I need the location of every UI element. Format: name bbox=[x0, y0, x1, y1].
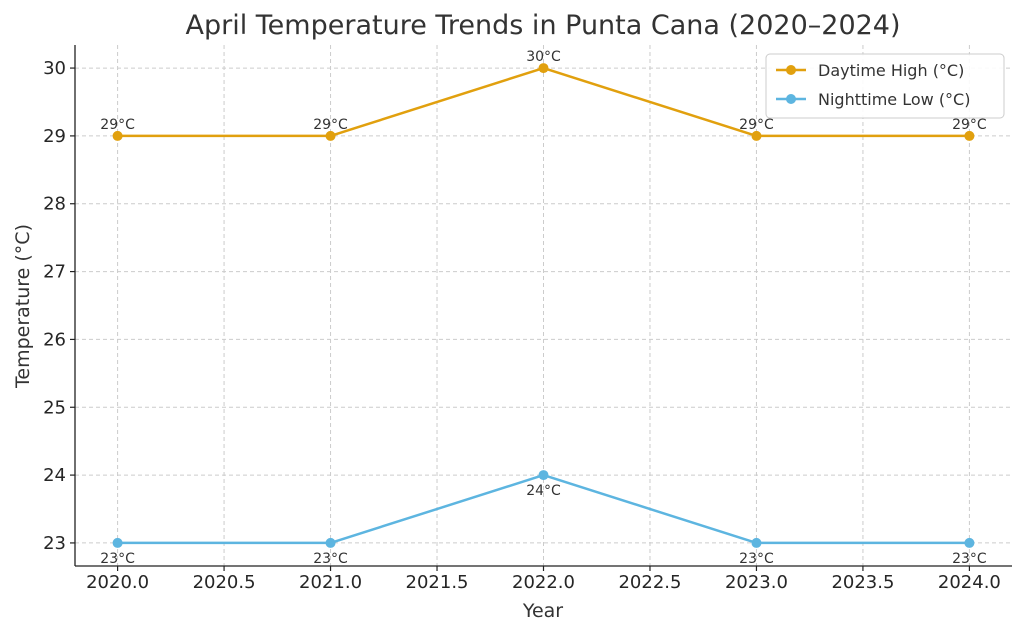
data-label: 23°C bbox=[100, 551, 135, 567]
data-point bbox=[112, 537, 123, 548]
tick-labels: 2020.0 2020.5 2021.0 2021.5 2022.0 2022.5 2023… bbox=[43, 58, 1001, 593]
y-tick-label: 28 bbox=[43, 194, 66, 215]
series-group bbox=[112, 63, 975, 548]
legend-box bbox=[765, 53, 1005, 119]
y-axis-label: Temperature (°C) bbox=[12, 224, 34, 389]
y-tick-label: 29 bbox=[43, 126, 66, 147]
x-tick-label: 2023.5 bbox=[831, 572, 894, 593]
y-tick-label: 25 bbox=[43, 397, 66, 418]
data-point bbox=[964, 537, 975, 548]
data-point bbox=[538, 470, 549, 481]
data-label: 23°C bbox=[313, 551, 348, 567]
data-point bbox=[325, 130, 336, 141]
x-tick-label: 2020.5 bbox=[193, 572, 256, 593]
data-label: 29°C bbox=[100, 117, 135, 133]
data-point bbox=[751, 130, 762, 141]
data-label: 29°C bbox=[739, 117, 774, 133]
data-point bbox=[112, 130, 123, 141]
data-label: 23°C bbox=[739, 551, 774, 567]
x-tick-label: 2021.5 bbox=[406, 572, 469, 593]
x-tick-label: 2022.5 bbox=[618, 572, 681, 593]
x-tick-label: 2022.0 bbox=[512, 572, 575, 593]
legend-label: Daytime High (°C) bbox=[818, 61, 964, 80]
chart-title: April Temperature Trends in Punta Cana (… bbox=[185, 10, 900, 41]
y-tick-label: 24 bbox=[43, 465, 66, 486]
data-point bbox=[964, 130, 975, 141]
legend-marker bbox=[786, 65, 796, 75]
data-point bbox=[325, 537, 336, 548]
y-tick-label: 27 bbox=[43, 262, 66, 283]
data-label: 29°C bbox=[313, 117, 348, 133]
data-label: 24°C bbox=[526, 483, 561, 499]
legend: Daytime High (°C) Nighttime Low (°C) bbox=[765, 53, 1005, 119]
y-tick-label: 23 bbox=[43, 533, 66, 554]
data-labels: 29°C 29°C 30°C 29°C 29°C 23°C 23°C 24°C 23°C 23°C bbox=[100, 49, 987, 567]
y-tick-label: 26 bbox=[43, 329, 66, 350]
x-tick-label: 2021.0 bbox=[299, 572, 362, 593]
x-tick-label: 2024.0 bbox=[938, 572, 1001, 593]
data-point bbox=[538, 63, 549, 74]
legend-marker bbox=[786, 94, 796, 104]
data-label: 29°C bbox=[952, 117, 987, 133]
x-axis-label: Year bbox=[522, 600, 563, 622]
data-label: 23°C bbox=[952, 551, 987, 567]
legend-label: Nighttime Low (°C) bbox=[818, 90, 970, 109]
data-label: 30°C bbox=[526, 49, 561, 65]
x-tick-label: 2023.0 bbox=[725, 572, 788, 593]
x-tick-label: 2020.0 bbox=[86, 572, 149, 593]
data-point bbox=[751, 537, 762, 548]
y-tick-label: 30 bbox=[43, 58, 66, 79]
